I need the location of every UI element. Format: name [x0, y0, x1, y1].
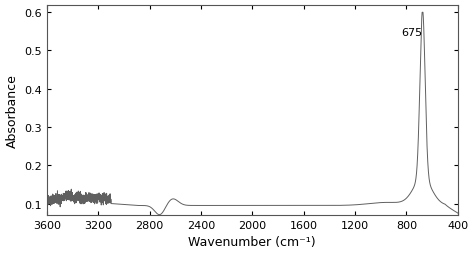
- Y-axis label: Absorbance: Absorbance: [6, 74, 18, 147]
- X-axis label: Wavenumber (cm⁻¹): Wavenumber (cm⁻¹): [189, 235, 316, 248]
- Text: 675: 675: [401, 28, 423, 38]
